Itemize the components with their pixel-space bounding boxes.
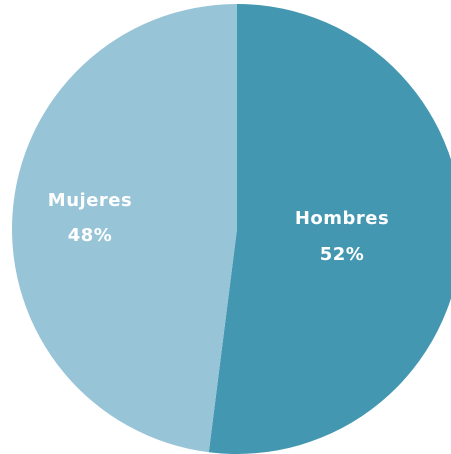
labels-layer: Hombres 52% Mujeres 48% <box>48 190 389 265</box>
slices-layer <box>11 4 451 454</box>
slice-label-mujeres: Mujeres <box>48 190 132 211</box>
slice-value-hombres: 52% <box>320 244 365 265</box>
pie-slice-hombres <box>208 4 451 454</box>
slice-label-hombres: Hombres <box>295 208 389 229</box>
pie-slice-mujeres <box>11 4 238 453</box>
slice-value-mujeres: 48% <box>68 225 113 246</box>
